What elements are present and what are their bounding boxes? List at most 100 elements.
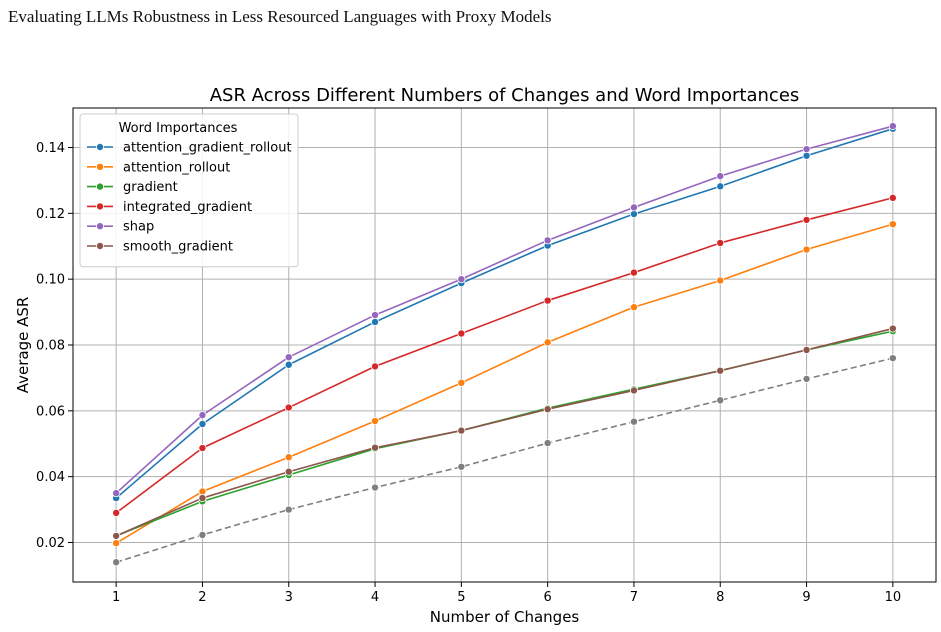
y-tick-label: 0.06	[36, 404, 65, 419]
data-point	[198, 487, 207, 496]
data-point	[112, 539, 121, 548]
legend-item: shap	[87, 220, 154, 235]
x-axis-label: Number of Changes	[430, 608, 580, 626]
series-attention-rollout	[112, 220, 897, 548]
legend-title: Word Importances	[119, 121, 238, 136]
y-tick-label: 0.02	[36, 536, 65, 551]
page-header: Evaluating LLMs Robustness in Less Resou…	[8, 7, 552, 26]
data-point	[802, 151, 811, 160]
x-tick-label: 9	[802, 590, 810, 605]
data-point	[802, 215, 811, 224]
legend-swatch-marker	[96, 182, 105, 191]
data-point	[716, 182, 725, 191]
data-point	[716, 238, 725, 247]
y-tick-label: 0.12	[36, 207, 65, 222]
series-line	[115, 223, 894, 544]
y-tick-label: 0.10	[36, 273, 65, 288]
legend-item: integrated_gradient	[87, 200, 252, 215]
legend-label: attention_rollout	[123, 160, 230, 175]
y-tick-label: 0.04	[36, 470, 65, 485]
x-tick-label: 6	[544, 590, 552, 605]
data-point	[112, 489, 121, 498]
data-point	[457, 378, 466, 387]
x-tick-label: 2	[198, 590, 206, 605]
data-point	[716, 396, 725, 405]
data-point	[371, 362, 380, 371]
data-point	[543, 338, 552, 347]
data-point	[716, 366, 725, 375]
data-point	[284, 403, 293, 412]
data-point	[284, 505, 293, 514]
data-point	[802, 245, 811, 254]
data-point	[716, 276, 725, 285]
x-tick-label: 8	[716, 590, 724, 605]
legend-item: attention_rollout	[87, 160, 230, 175]
series-line	[115, 357, 894, 564]
data-point	[371, 483, 380, 492]
series-gradient	[112, 327, 897, 540]
chart-title: ASR Across Different Numbers of Changes …	[210, 85, 800, 106]
y-tick-label: 0.14	[36, 141, 65, 156]
x-tick-label: 4	[371, 590, 379, 605]
data-point	[457, 329, 466, 338]
legend-swatch-marker	[96, 222, 105, 231]
data-point	[888, 122, 897, 131]
legend-item: gradient	[87, 180, 178, 195]
data-point	[198, 494, 207, 503]
data-point	[198, 530, 207, 539]
series-smooth-gradient	[112, 324, 897, 540]
series-line	[115, 197, 894, 514]
data-point	[629, 386, 638, 395]
series-lines	[112, 122, 897, 567]
data-point	[802, 145, 811, 154]
data-point	[629, 303, 638, 312]
data-point	[543, 236, 552, 245]
legend: Word Importances attention_gradient_rollo…	[79, 113, 299, 268]
x-tick-label: 10	[885, 590, 902, 605]
legend-item: smooth_gradient	[87, 240, 233, 255]
series-line	[115, 127, 894, 499]
data-point	[284, 453, 293, 462]
data-point	[371, 317, 380, 326]
legend-item: attention_gradient_rollout	[87, 141, 292, 156]
data-point	[371, 311, 380, 320]
data-point	[284, 360, 293, 369]
data-point	[457, 426, 466, 435]
data-point	[457, 462, 466, 471]
x-tick-label: 7	[630, 590, 638, 605]
y-tick-label: 0.08	[36, 339, 65, 354]
data-point	[198, 419, 207, 428]
data-point	[198, 411, 207, 420]
legend-label: integrated_gradient	[123, 200, 252, 215]
legend-label: gradient	[123, 180, 178, 195]
legend-swatch-marker	[96, 241, 105, 250]
data-point	[284, 467, 293, 476]
data-point	[629, 209, 638, 218]
data-point	[802, 345, 811, 354]
data-point	[888, 220, 897, 229]
legend-swatch-marker	[96, 162, 105, 171]
series-line	[115, 327, 894, 537]
x-tick-label: 3	[285, 590, 293, 605]
legend-swatch-marker	[96, 142, 105, 151]
data-point	[629, 268, 638, 277]
data-point	[284, 353, 293, 362]
data-point	[112, 508, 121, 517]
data-point	[629, 417, 638, 426]
x-tick-label: 5	[457, 590, 465, 605]
legend-box	[79, 113, 299, 268]
data-point	[543, 296, 552, 305]
legend-label: attention_gradient_rollout	[123, 141, 292, 156]
data-point	[371, 443, 380, 452]
data-point	[716, 172, 725, 181]
data-point	[112, 531, 121, 540]
series-line	[115, 125, 894, 494]
grid-lines	[73, 108, 936, 582]
data-point	[457, 275, 466, 284]
data-point	[888, 324, 897, 333]
axis-ticks: 1 2 3 4 5 6 7 8 9 10 0.02 0.04 0.06 0.08 0.10 0.12 0.14	[36, 141, 901, 605]
data-point	[888, 354, 897, 363]
x-tick-label: 1	[112, 590, 120, 605]
legend-label: smooth_gradient	[123, 240, 233, 255]
